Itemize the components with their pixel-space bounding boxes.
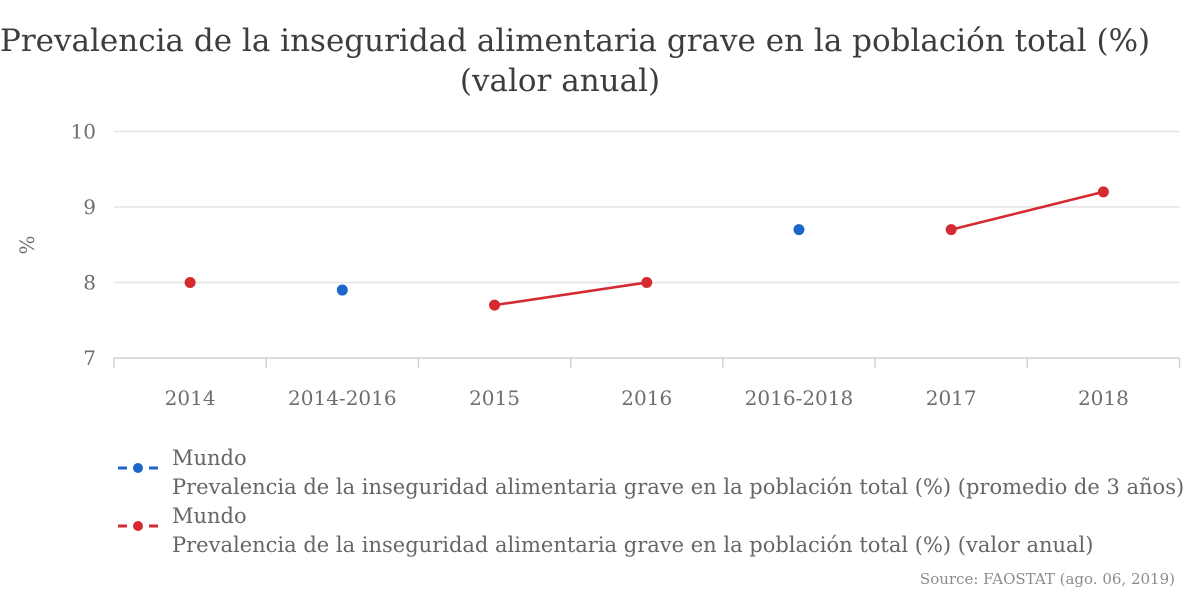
y-tick-label: 10 xyxy=(71,120,96,144)
data-point xyxy=(489,299,501,311)
data-point xyxy=(336,284,348,296)
data-point xyxy=(793,224,805,236)
chart-legend: Mundo Prevalencia de la inseguridad alim… xyxy=(118,444,1200,560)
x-tick-label: 2015 xyxy=(469,386,520,410)
x-tick-label: 2014-2016 xyxy=(288,386,397,410)
data-point xyxy=(945,224,957,236)
chart-title-line-1: Prevalencia de la inseguridad alimentari… xyxy=(0,23,1151,59)
chart-title-line-2: (valor anual) xyxy=(459,63,661,99)
legend-series-description: Prevalencia de la inseguridad alimentari… xyxy=(172,475,1185,499)
legend-series-name: Mundo xyxy=(172,446,247,470)
chart-title: Prevalencia de la inseguridad alimentari… xyxy=(0,21,1151,101)
x-tick-label: 2017 xyxy=(926,386,977,410)
x-tick-label: 2016-2018 xyxy=(745,386,854,410)
data-point xyxy=(641,277,653,288)
legend-series-description: Prevalencia de la inseguridad alimentari… xyxy=(172,533,1094,557)
series-line xyxy=(950,190,1104,231)
source-note: Source: FAOSTAT (ago. 06, 2019) xyxy=(919,570,1175,588)
x-tick-label: 2014 xyxy=(165,386,216,410)
y-tick-label: 9 xyxy=(83,195,96,219)
y-tick-label: 7 xyxy=(83,346,96,370)
x-tick-label: 2016 xyxy=(621,386,672,410)
x-tick-label: 2018 xyxy=(1078,386,1129,410)
legend-entry-promedio: Mundo Prevalencia de la inseguridad alim… xyxy=(118,444,1200,502)
series-line xyxy=(494,281,647,307)
legend-series-name: Mundo xyxy=(172,504,247,528)
y-tick-label: 8 xyxy=(83,271,96,295)
legend-entry-valor-anual: Mundo Prevalencia de la inseguridad alim… xyxy=(118,502,1200,560)
y-axis-label: % xyxy=(15,235,39,254)
blue-dash-dot-marker-icon xyxy=(118,463,158,473)
red-dash-dot-marker-icon xyxy=(118,521,158,531)
data-point xyxy=(1097,186,1109,198)
data-point xyxy=(184,277,196,288)
